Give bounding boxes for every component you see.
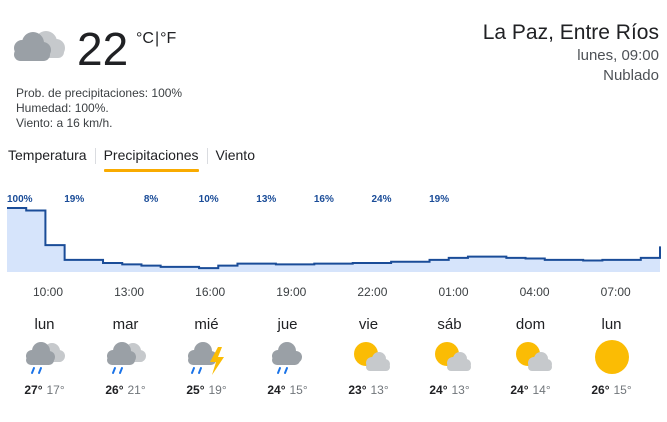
precipitation-line [7, 207, 661, 270]
low-temperature: 14° [532, 383, 551, 397]
high-temperature: 26° [591, 383, 610, 397]
location-info: La Paz, Entre Ríos lunes, 09:00 Nublado [483, 20, 659, 86]
sunny-icon [595, 340, 629, 374]
day-name: sáb [437, 316, 462, 333]
high-temperature: 27° [24, 383, 43, 397]
rain-cloud-icon [107, 342, 146, 374]
precipitation-area [7, 208, 660, 272]
tab-divider [206, 148, 208, 164]
day-card[interactable]: lun 26° 15° [575, 309, 648, 403]
day-card[interactable]: sáb 24° 13° [413, 309, 486, 403]
daily-forecast: lun 27° 17° mar 26° 21° mié 25° 19° jue [8, 309, 664, 405]
low-temperature: 13° [370, 383, 389, 397]
value-label: 100% [7, 194, 33, 205]
low-temperature: 21° [127, 383, 146, 397]
low-temperature: 17° [46, 383, 65, 397]
partly-cloudy-icon [435, 342, 471, 371]
current-temperature: 22 [77, 23, 129, 75]
showers-icon [272, 342, 302, 374]
low-temperature: 15° [289, 383, 308, 397]
day-card[interactable]: mié 25° 19° [170, 309, 243, 403]
day-name: mar [112, 316, 139, 333]
high-temperature: 26° [105, 383, 124, 397]
location-name: La Paz, Entre Ríos [482, 21, 659, 44]
day-card[interactable]: jue 24° 15° [251, 309, 324, 403]
celsius-unit[interactable]: °C [136, 30, 154, 47]
value-label: 10% [199, 194, 219, 205]
high-temperature: 24° [429, 383, 448, 397]
unit-separator: | [154, 30, 160, 47]
value-label: 16% [314, 194, 334, 205]
day-temperatures: 26° 21° [89, 383, 162, 397]
high-temperature: 25° [186, 383, 205, 397]
chart-tabs: Temperatura Precipitaciones Viento [0, 140, 263, 172]
low-temperature: 13° [451, 383, 470, 397]
thunderstorm-icon [188, 342, 224, 375]
day-card[interactable]: dom 24° 14° [494, 309, 567, 403]
weather-header: 22 °C|°F Prob. de precipitaciones: 100% … [0, 0, 667, 140]
high-temperature: 24° [267, 383, 286, 397]
day-name: jue [277, 316, 298, 333]
cloudy-icon [14, 31, 65, 61]
tab-wind[interactable]: Viento [215, 147, 255, 163]
high-temperature: 23° [348, 383, 367, 397]
time-label: 01:00 [438, 285, 468, 299]
day-name: vie [358, 316, 379, 333]
fahrenheit-unit[interactable]: °F [160, 30, 177, 47]
day-name: lun [601, 316, 622, 333]
tab-precipitation[interactable]: Precipitaciones [96, 140, 207, 172]
day-temperatures: 27° 17° [8, 383, 81, 397]
day-temperatures: 25° 19° [170, 383, 243, 397]
day-temperatures: 23° 13° [332, 383, 405, 397]
tab-temperature[interactable]: Temperatura [8, 147, 87, 163]
day-temperatures: 26° 15° [575, 383, 648, 397]
time-label: 07:00 [601, 285, 631, 299]
day-temperatures: 24° 13° [413, 383, 486, 397]
value-label: 19% [429, 194, 449, 205]
time-label: 19:00 [276, 285, 306, 299]
time-label: 04:00 [520, 285, 550, 299]
weather-condition: Nublado [603, 67, 659, 84]
precipitation-chart: 100% 19% 8% 10% 13% 16% 24% 19% 10:00 13:00 16:00 1… [7, 194, 661, 299]
precipitation-probability: Prob. de precipitaciones: 100% [16, 86, 183, 100]
partly-cloudy-icon [354, 342, 390, 371]
time-label: 22:00 [357, 285, 387, 299]
value-label: 13% [256, 194, 276, 205]
value-label: 24% [372, 194, 392, 205]
low-temperature: 19° [208, 383, 227, 397]
time-label: 10:00 [33, 285, 63, 299]
day-name: dom [515, 316, 546, 333]
unit-toggle: °C|°F [136, 30, 176, 48]
day-card[interactable]: lun 27° 17° [8, 309, 81, 403]
partly-cloudy-icon [516, 342, 552, 371]
location-time: lunes, 09:00 [577, 47, 659, 64]
day-temperatures: 24° 14° [494, 383, 567, 397]
rain-cloud-icon [26, 342, 65, 374]
time-label: 13:00 [114, 285, 144, 299]
low-temperature: 15° [613, 383, 632, 397]
value-label: 8% [144, 194, 159, 205]
wind-speed: Viento: a 16 km/h. [16, 116, 113, 130]
day-card[interactable]: vie 23° 13° [332, 309, 405, 403]
day-name: mié [194, 316, 219, 333]
tab-divider [94, 148, 96, 164]
day-temperatures: 24° 15° [251, 383, 324, 397]
day-card[interactable]: mar 26° 21° [89, 309, 162, 403]
day-name: lun [34, 316, 55, 333]
humidity: Humedad: 100%. [16, 101, 109, 115]
current-details: Prob. de precipitaciones: 100% Humedad: … [16, 86, 182, 131]
high-temperature: 24° [510, 383, 529, 397]
time-label: 16:00 [195, 285, 225, 299]
value-label: 19% [64, 194, 84, 205]
